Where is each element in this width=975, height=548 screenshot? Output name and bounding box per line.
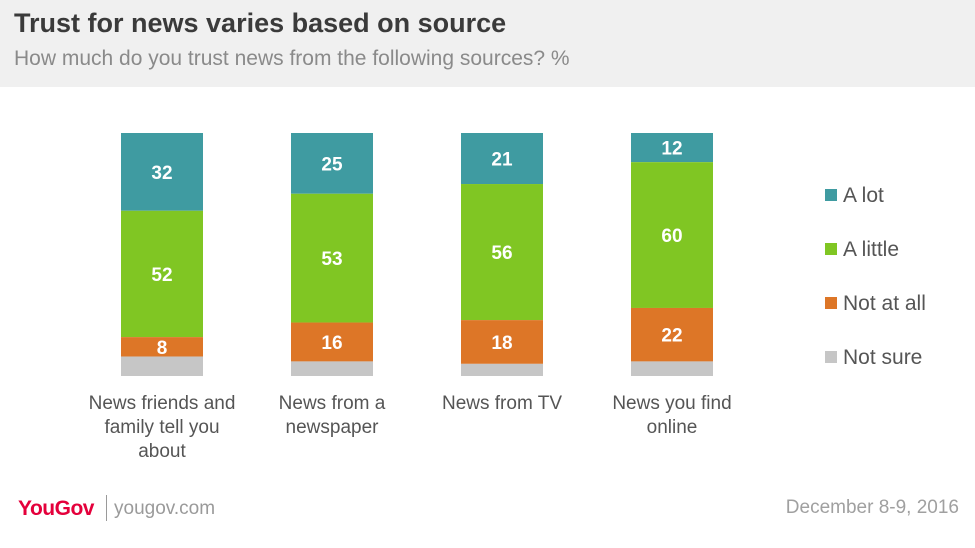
data-label: 25 [321,154,343,175]
bar-segment-a-lot [631,133,713,163]
footer-date: December 8-9, 2016 [785,497,959,518]
legend-swatch [825,351,837,363]
legend-label: Not sure [843,346,922,369]
data-label: 22 [661,326,682,347]
data-label: 12 [661,139,682,160]
footer-url[interactable]: yougov.com [114,498,216,519]
data-label: 32 [151,163,172,184]
legend-label: A little [843,238,899,261]
data-label: 53 [321,249,342,270]
data-label: 60 [661,226,682,247]
legend-swatch [825,297,837,309]
chart-title: Trust for news varies based on source [14,8,507,38]
bar-segment-not-sure [291,361,373,376]
yougov-logo: YouGov [18,497,94,520]
legend-swatch [825,243,837,255]
bar-segment-not-sure [461,363,543,376]
category-label: about [138,441,186,462]
bar-segment-not-at-all [291,322,373,362]
data-label: 21 [491,150,513,171]
bar-segment-a-lot [291,133,373,194]
category-label: family tell you [104,417,219,438]
data-label: 56 [491,243,512,264]
data-label: 8 [157,338,168,359]
bar-segment-a-little [121,210,203,338]
data-label: 52 [151,265,172,286]
bar-segment-a-lot [121,133,203,211]
chart-header: Trust for news varies based on source Ho… [0,0,975,87]
bar-segment-not-sure [631,361,713,376]
data-label: 16 [321,333,342,354]
category-label: News from TV [442,393,562,414]
bar-segment-a-little [461,184,543,321]
bar-segment-a-little [631,162,713,308]
footer-divider [106,495,107,521]
bar-segment-not-sure [121,356,203,376]
category-label: News from a [279,393,386,414]
bar-segment-a-lot [461,133,543,185]
category-label: newspaper [286,417,380,438]
bar-segment-not-at-all [461,320,543,364]
bar-segment-not-at-all [631,307,713,362]
legend-label: A lot [843,184,884,207]
category-label: online [647,417,698,438]
data-label: 18 [491,333,512,354]
bar-segment-not-at-all [121,337,203,357]
legend-swatch [825,189,837,201]
bar-segment-a-little [291,193,373,323]
category-label: News friends and [89,393,236,414]
category-label: News you find [612,393,731,414]
chart-subtitle: How much do you trust news from the foll… [14,47,570,70]
legend-label: Not at all [843,292,926,315]
